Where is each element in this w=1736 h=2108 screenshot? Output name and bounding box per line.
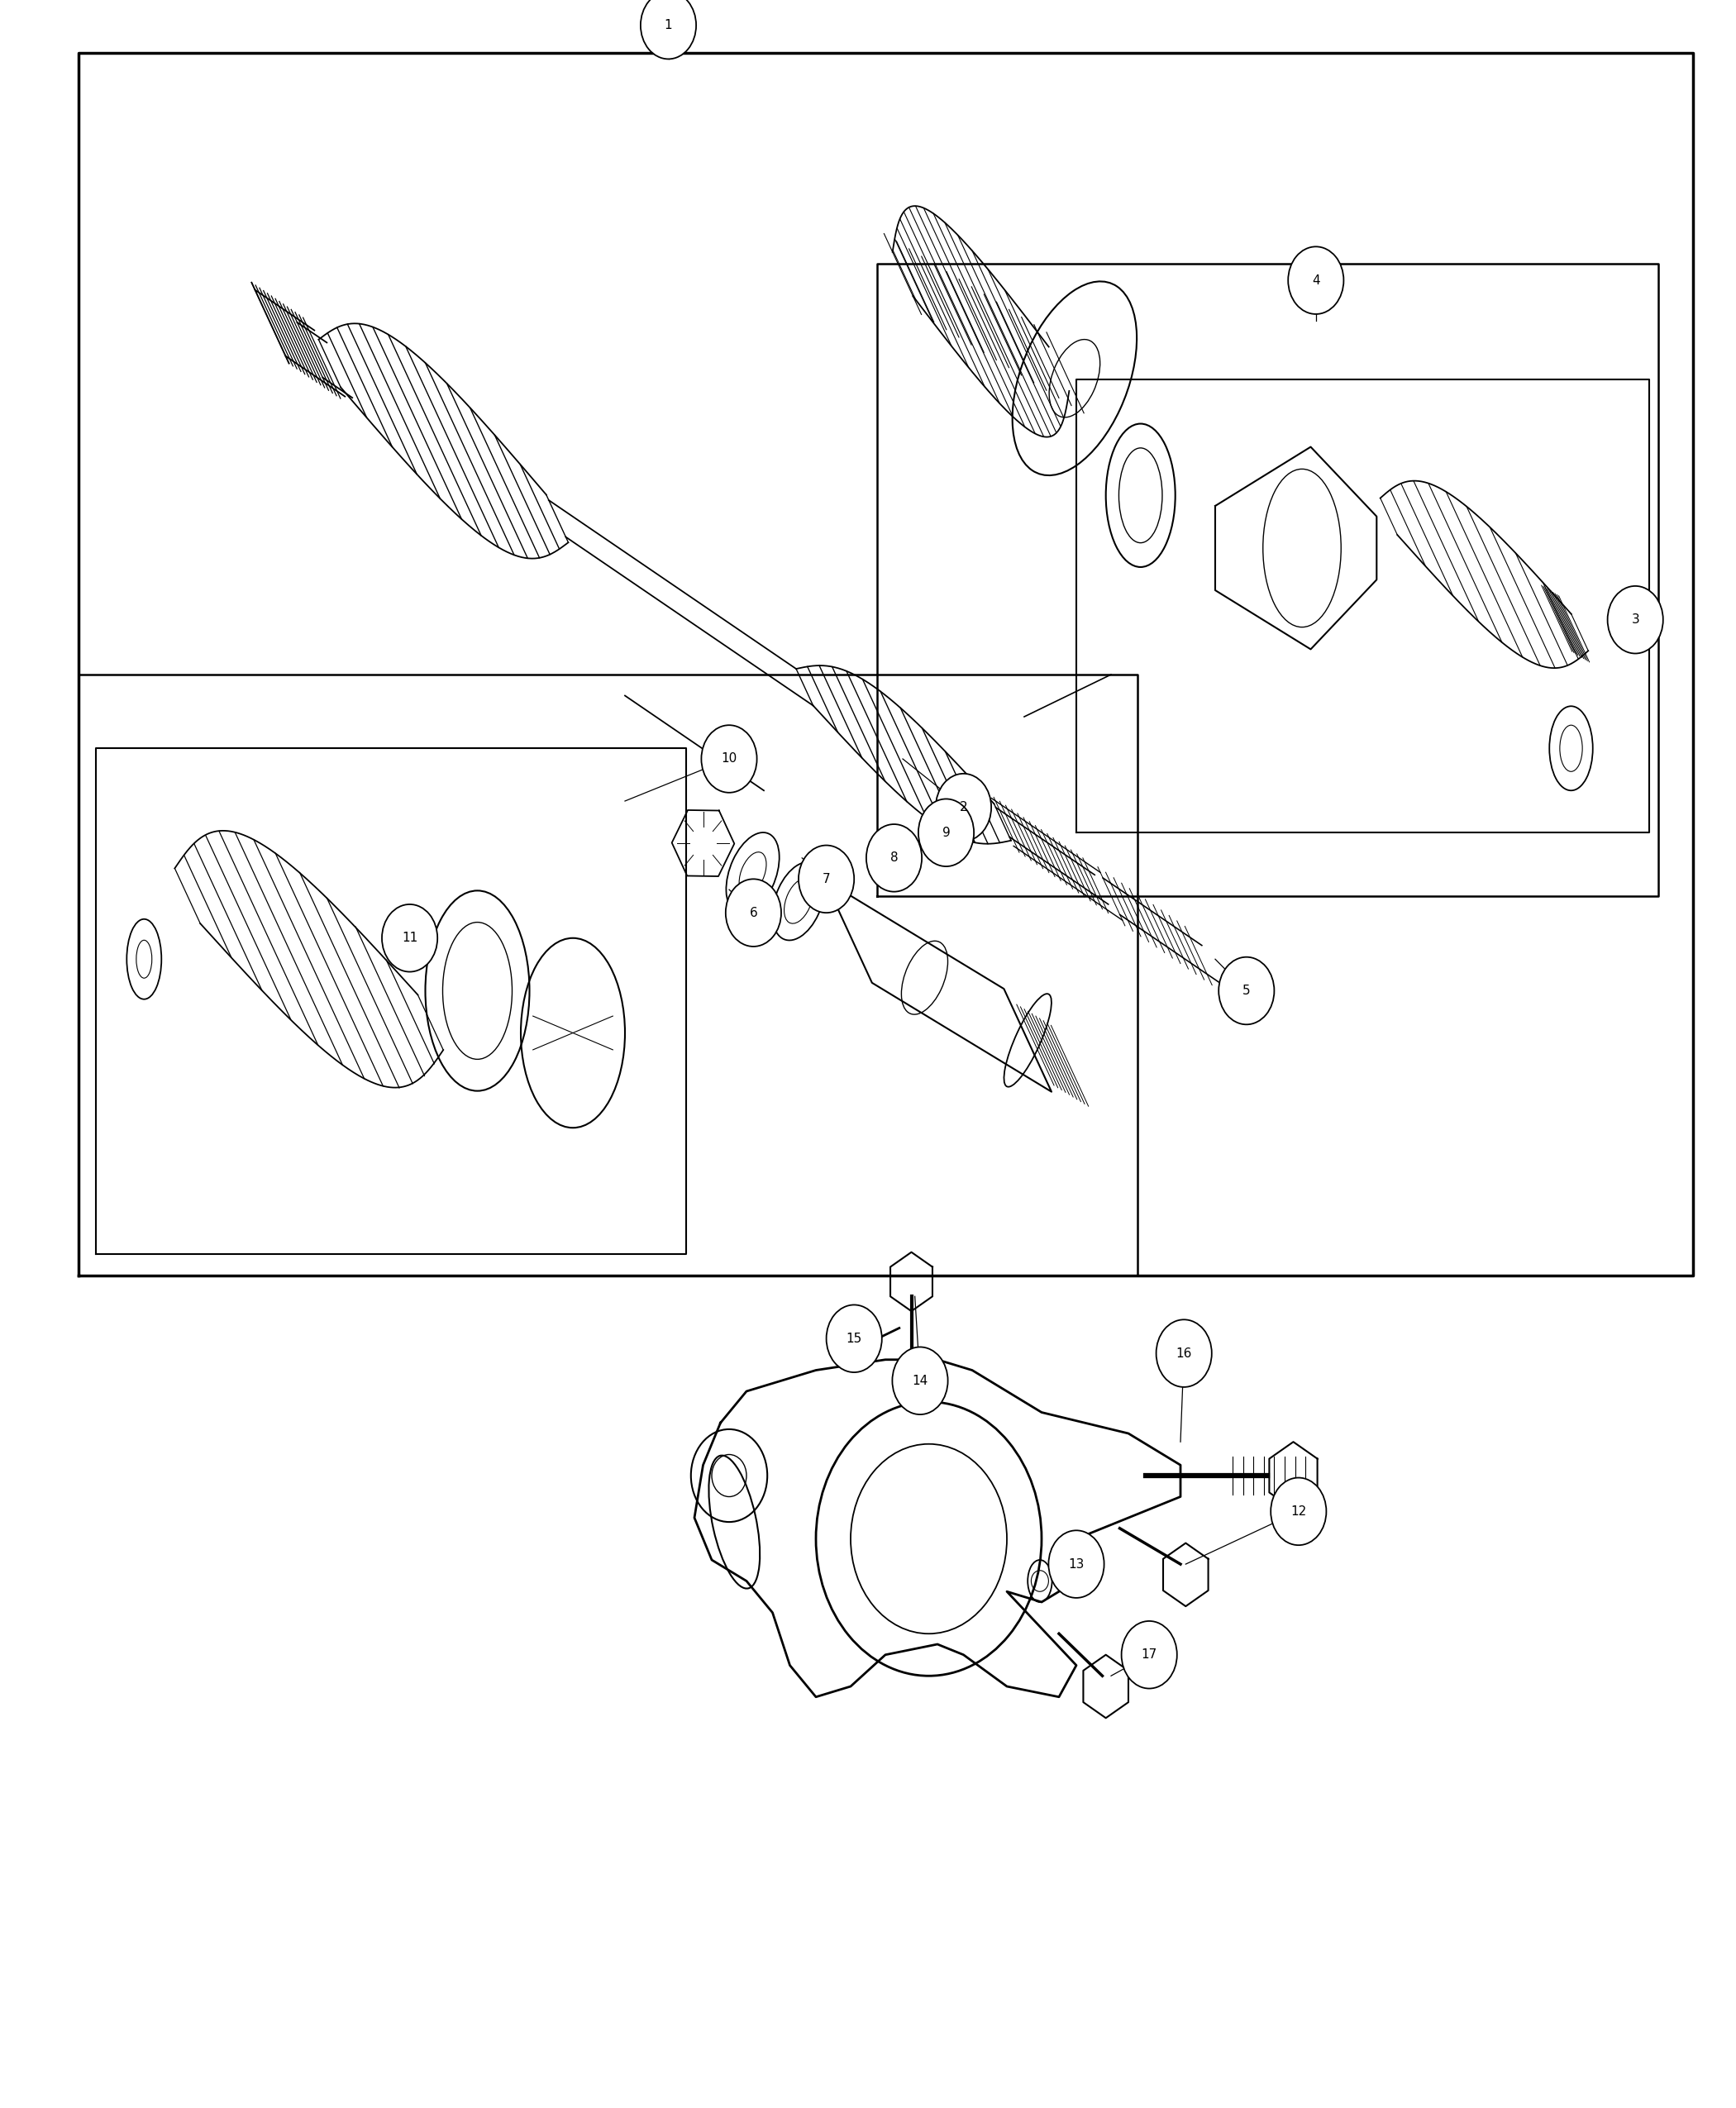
Circle shape (1121, 1621, 1177, 1689)
Text: 14: 14 (911, 1374, 929, 1387)
Text: 10: 10 (720, 753, 738, 765)
Text: 1: 1 (665, 19, 672, 32)
Text: 7: 7 (823, 873, 830, 885)
Circle shape (1288, 247, 1344, 314)
Circle shape (701, 725, 757, 793)
Circle shape (726, 879, 781, 946)
Circle shape (1608, 586, 1663, 653)
Circle shape (936, 774, 991, 841)
Circle shape (1156, 1320, 1212, 1387)
Text: 17: 17 (1141, 1648, 1158, 1661)
Text: 9: 9 (943, 826, 950, 839)
Text: 3: 3 (1632, 613, 1639, 626)
Text: 6: 6 (750, 906, 757, 919)
Circle shape (826, 1305, 882, 1372)
Circle shape (866, 824, 922, 892)
Text: 13: 13 (1068, 1558, 1085, 1570)
Text: 2: 2 (960, 801, 967, 814)
Text: 11: 11 (401, 932, 418, 944)
Text: 4: 4 (1312, 274, 1319, 287)
Text: 8: 8 (891, 852, 898, 864)
Circle shape (1219, 957, 1274, 1024)
Circle shape (1271, 1478, 1326, 1545)
Text: 5: 5 (1243, 984, 1250, 997)
Circle shape (641, 0, 696, 59)
Text: 12: 12 (1290, 1505, 1307, 1518)
Circle shape (918, 799, 974, 866)
Circle shape (382, 904, 437, 972)
Text: 16: 16 (1175, 1347, 1193, 1360)
Circle shape (799, 845, 854, 913)
Circle shape (1049, 1530, 1104, 1598)
Circle shape (892, 1347, 948, 1414)
Text: 15: 15 (845, 1332, 863, 1345)
